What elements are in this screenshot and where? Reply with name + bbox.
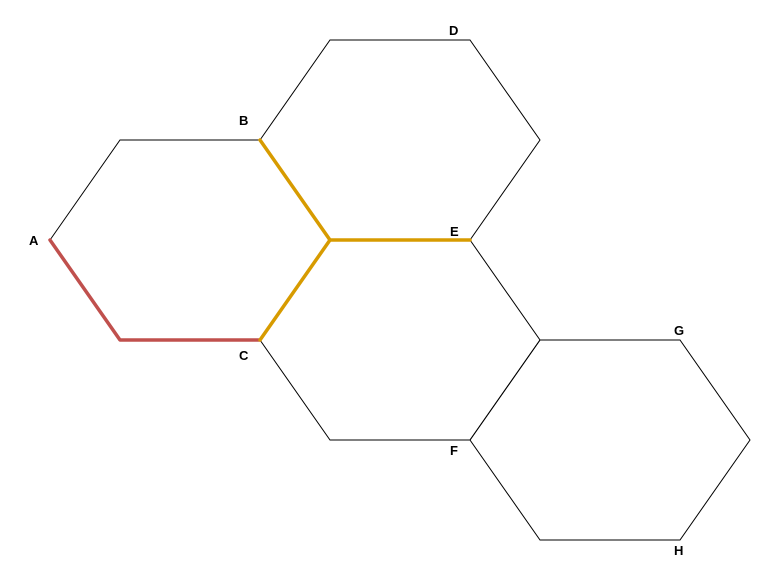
hexagon-bottom-right xyxy=(469,339,751,541)
highlighted-path-gold-lower xyxy=(258,238,332,342)
hexagon-left xyxy=(49,139,331,341)
node-label-h: H xyxy=(674,543,683,558)
node-label-f: F xyxy=(450,443,458,458)
node-label-b: B xyxy=(239,113,248,128)
highlighted-path-red xyxy=(48,238,262,342)
hexagon-middle xyxy=(259,239,541,441)
highlighted-path-gold-upper xyxy=(258,138,472,242)
node-label-d: D xyxy=(449,23,458,38)
node-label-e: E xyxy=(450,224,459,239)
hexagon-top xyxy=(259,39,541,241)
node-label-g: G xyxy=(674,323,684,338)
node-label-c: C xyxy=(239,348,249,363)
node-label-a: A xyxy=(29,233,39,248)
